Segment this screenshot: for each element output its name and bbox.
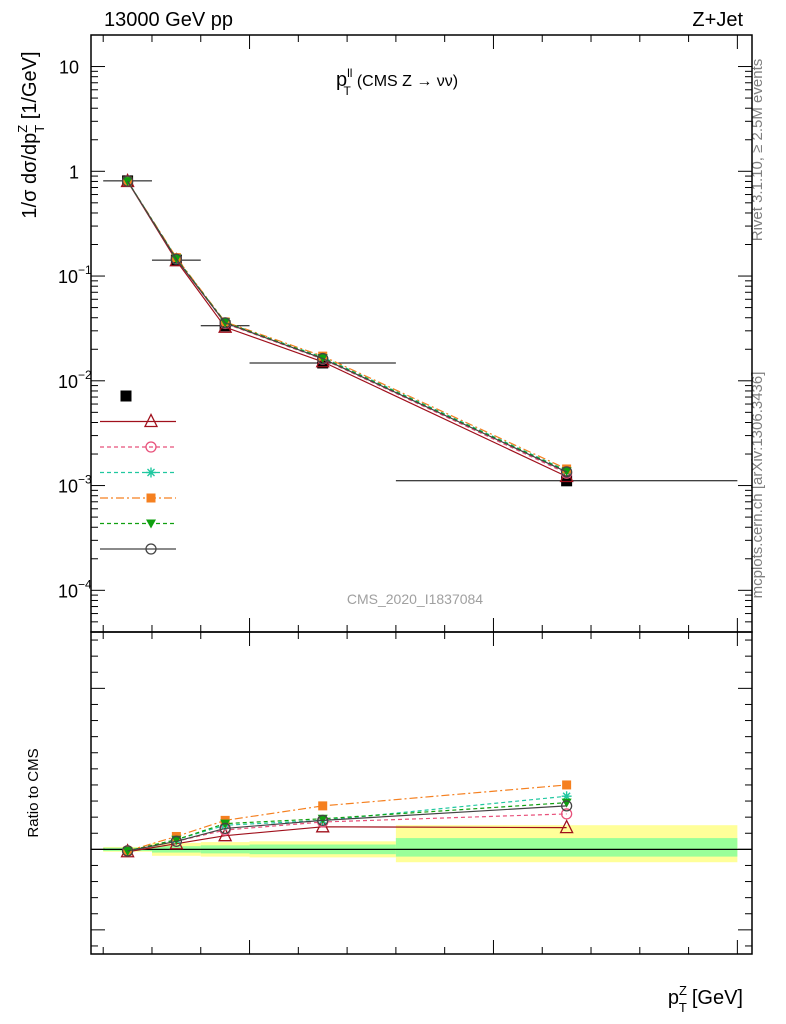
ratio-bands (91, 825, 752, 863)
side-mcplots-label: mcplots.cern.ch [arXiv:1306.3436] (749, 372, 766, 599)
series-line (127, 180, 567, 470)
ratio-series-point (317, 814, 328, 824)
main-tick-marks (91, 34, 752, 633)
series-line (127, 180, 567, 474)
ratio-series-pythia-6-428-p0 (121, 800, 573, 857)
legend-marker (146, 493, 156, 503)
main-y-axis-title: 1/σ dσ/dpTZ [1/GeV] (15, 51, 47, 218)
legend-cms-marker (120, 390, 132, 402)
ratio-series-point (562, 780, 572, 790)
series-point (560, 466, 573, 478)
main-title: pll T(CMS Z → νν) (336, 66, 458, 98)
series-line (127, 181, 567, 478)
legend-marker (145, 543, 157, 555)
x-axis-title: pZ T [GeV] (668, 983, 743, 1015)
ratio-y-axis-title: Ratio to CMS (25, 748, 42, 837)
legend-marker (143, 413, 159, 428)
series-pythia-6-428-default (123, 176, 572, 474)
ratio-series-point (317, 814, 329, 827)
series-point (317, 352, 329, 365)
series-line (127, 180, 567, 472)
series-line (127, 180, 567, 473)
legend-marker (145, 441, 157, 453)
ratio-series-line (127, 805, 567, 852)
main-y-tick-label: 1 (69, 162, 79, 182)
main-panel: 10 1 10−1 10−2 10−3 10−4 pll T(CMS Z → νν) 1/σ… (15, 34, 753, 633)
ratio-series-point (560, 800, 573, 812)
series-pythia-6-428-dw (122, 177, 572, 477)
main-y-tick-label: 10 (59, 58, 79, 78)
legend-marker (146, 467, 156, 478)
main-y-tick-label: 10−1 (58, 263, 92, 287)
legend-marker (146, 519, 156, 529)
cms-data-points (103, 175, 738, 487)
header-left: 13000 GeV pp (104, 9, 233, 31)
main-series-layer (103, 172, 738, 487)
ratio-band-inner (395, 838, 738, 857)
ratio-series-point (220, 819, 231, 829)
main-y-tick-label: 10−4 (58, 577, 92, 601)
analysis-label: CMS_2020_I1837084 (347, 591, 483, 607)
ratio-series-point (561, 791, 572, 802)
ratio-series-point (121, 845, 134, 857)
ratio-series-point (170, 835, 183, 847)
ratio-series-point (560, 808, 573, 820)
ratio-series-point (559, 819, 574, 834)
series-pythia-6-428-p0 (121, 175, 573, 478)
main-panel-frame (90, 34, 753, 633)
series-point (121, 175, 134, 187)
ratio-series-point (219, 822, 231, 835)
series-pythia-6-428-d6t (122, 176, 572, 476)
cms-data-point (561, 475, 573, 487)
ratio-panel: Ratio to CMS pZ T [GeV] (25, 631, 753, 1015)
ratio-tick-marks (91, 632, 752, 954)
main-y-tick-label: 10−3 (58, 473, 92, 497)
series-point (170, 253, 183, 265)
ratio-series-point (171, 835, 182, 845)
ratio-series-point (318, 801, 328, 811)
series-line (127, 180, 567, 472)
ratio-series-layer (120, 780, 574, 858)
series-pythia-6-428-370 (120, 172, 574, 483)
side-rivet-label: Rivet 3.1.10, ≥ 2.5M events (749, 59, 766, 242)
header-right: Z+Jet (692, 9, 743, 31)
ratio-panel-frame (90, 631, 753, 955)
ratio-series-point (122, 846, 133, 856)
main-y-tick-label: 10−2 (58, 368, 92, 392)
series-pythia-6-428-atlas-csc (121, 175, 573, 479)
legend (100, 390, 176, 555)
series-point (219, 317, 231, 329)
main-y-tick-labels: 10 1 10−1 10−2 10−3 10−4 (58, 58, 92, 602)
